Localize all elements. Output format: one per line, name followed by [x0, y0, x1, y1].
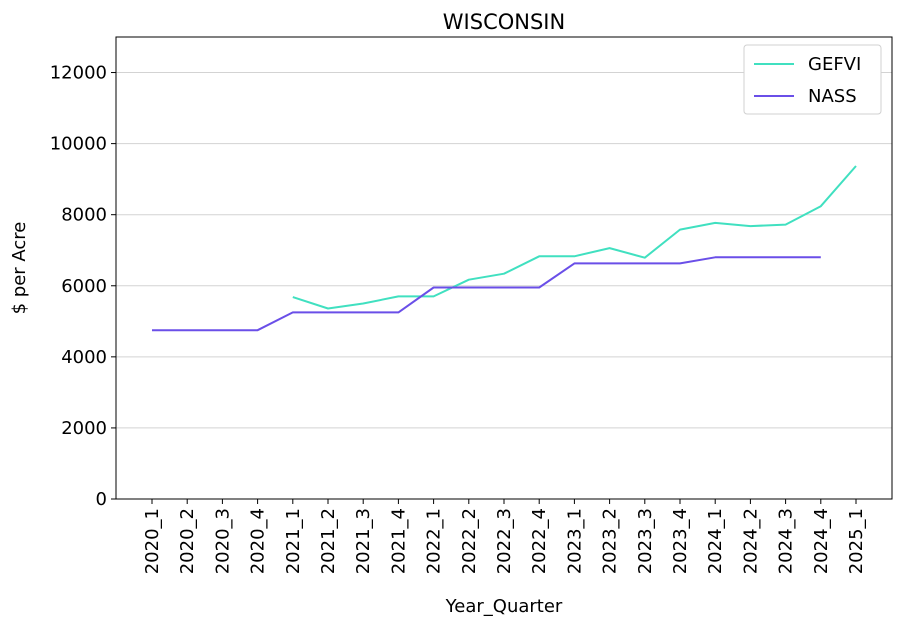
x-tick-label: 2024_2 — [740, 508, 761, 574]
y-tick-label: 2000 — [61, 418, 107, 439]
x-tick-label: 2023_4 — [670, 508, 691, 574]
x-tick-label: 2020_2 — [177, 508, 198, 574]
x-axis-title: Year_Quarter — [445, 596, 563, 617]
y-axis: 0 2000 4000 6000 8000 10000 12000 — [50, 63, 116, 510]
series-line-gefvi — [292, 165, 857, 310]
y-axis-title: $ per Acre — [9, 222, 30, 315]
x-tick-label: 2023_1 — [564, 508, 585, 574]
x-tick-label: 2021_1 — [283, 508, 304, 574]
x-tick-label: 2020_4 — [248, 508, 269, 574]
x-tick-label: 2023_2 — [600, 508, 621, 574]
series-lines — [152, 165, 857, 332]
x-tick-label: 2020_3 — [212, 508, 233, 574]
series-line-nass — [152, 256, 821, 332]
y-tick-label: 6000 — [61, 276, 107, 297]
x-tick-label: 2024_1 — [705, 508, 726, 574]
y-tick-label: 10000 — [50, 134, 107, 155]
x-tick-label: 2021_2 — [318, 508, 339, 574]
legend-label-nass: NASS — [808, 86, 857, 107]
x-tick-label: 2022_2 — [459, 508, 480, 574]
x-tick-label: 2023_3 — [635, 508, 656, 574]
legend: GEFVI NASS — [743, 44, 882, 115]
x-tick-label: 2022_3 — [494, 508, 515, 574]
x-tick-label: 2024_4 — [811, 508, 832, 574]
x-axis: 2020_1 2020_2 2020_3 2020_4 2021_1 2021_2 2021… — [142, 499, 867, 574]
y-tick-label: 4000 — [61, 347, 107, 368]
y-tick-label: 12000 — [50, 63, 107, 84]
legend-label-gefvi: GEFVI — [808, 54, 861, 75]
x-tick-label: 2025_1 — [846, 508, 867, 574]
x-tick-label: 2021_3 — [353, 508, 374, 574]
y-tick-label: 0 — [96, 489, 107, 510]
y-tick-label: 8000 — [61, 205, 107, 226]
x-tick-label: 2020_1 — [142, 508, 163, 574]
chart-title: WISCONSIN — [443, 10, 565, 34]
gridlines — [116, 72, 892, 429]
x-tick-label: 2022_1 — [424, 508, 445, 574]
x-tick-label: 2022_4 — [529, 508, 550, 574]
x-tick-label: 2021_4 — [388, 508, 409, 574]
x-tick-label: 2024_3 — [776, 508, 797, 574]
